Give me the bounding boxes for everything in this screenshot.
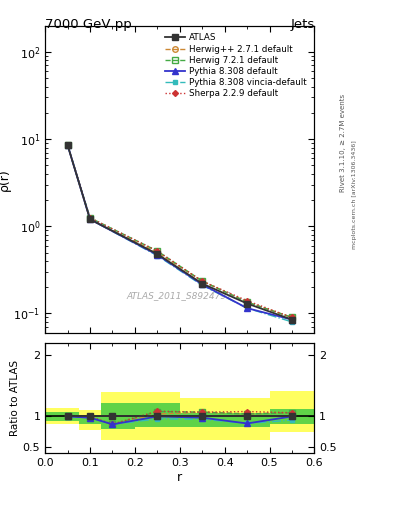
Y-axis label: Ratio to ATLAS: Ratio to ATLAS [10,360,20,436]
Text: 7000 GeV pp: 7000 GeV pp [45,18,132,31]
Legend: ATLAS, Herwig++ 2.7.1 default, Herwig 7.2.1 default, Pythia 8.308 default, Pythi: ATLAS, Herwig++ 2.7.1 default, Herwig 7.… [162,30,310,102]
Text: Jets: Jets [290,18,314,31]
Text: ATLAS_2011_S8924791: ATLAS_2011_S8924791 [127,291,233,301]
Text: mcplots.cern.ch [arXiv:1306.3436]: mcplots.cern.ch [arXiv:1306.3436] [352,140,357,249]
Y-axis label: ρ(r): ρ(r) [0,168,11,190]
X-axis label: r: r [177,471,182,484]
Text: Rivet 3.1.10, ≥ 2.7M events: Rivet 3.1.10, ≥ 2.7M events [340,94,346,193]
